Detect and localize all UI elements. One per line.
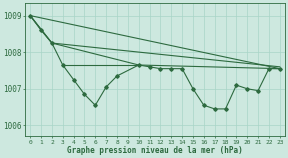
X-axis label: Graphe pression niveau de la mer (hPa): Graphe pression niveau de la mer (hPa) (67, 146, 243, 155)
